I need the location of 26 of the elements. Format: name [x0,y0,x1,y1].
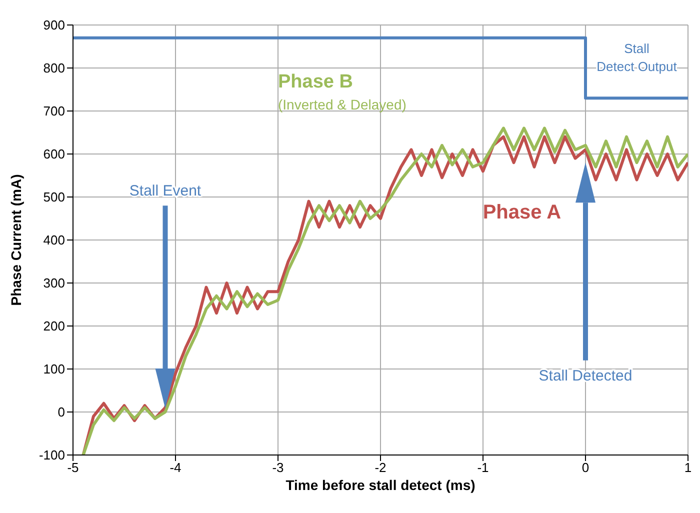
text: Phase B [278,71,353,92]
x-tick-label: -2 [374,460,386,476]
y-tick-label: 900 [43,18,65,33]
annotation: (Inverted & Delayed) [278,96,406,112]
y-axis-title: Phase Current (mA) [8,174,24,306]
series-label: Stall Detect Output [596,40,678,74]
y-tick-label: 0 [58,404,65,420]
y-tick-label: 500 [43,190,65,205]
annotation: Stall Event [129,182,202,200]
x-tick-label: 0 [582,460,590,476]
x-tick-label: -1 [477,460,489,476]
annotation: Stall Detected [538,367,632,384]
y-tick-label: 800 [43,60,65,76]
y-tick-label: 700 [43,104,65,119]
x-tick-label: 1 [684,460,692,476]
x-axis-title: Time before stall detect (ms) [286,477,476,493]
y-tick-label: -100 [38,448,65,463]
series-label: Phase A [482,202,562,224]
y-tick-label: 300 [43,276,65,291]
x-tick-label: -5 [67,460,79,476]
y-tick-label: 400 [43,232,65,248]
y-tick-label: 600 [43,146,65,162]
y-tick-label: 200 [43,318,65,334]
x-tick-label: -3 [272,460,284,476]
y-tick-label: 100 [43,362,65,377]
x-tick-label: -4 [170,460,182,476]
